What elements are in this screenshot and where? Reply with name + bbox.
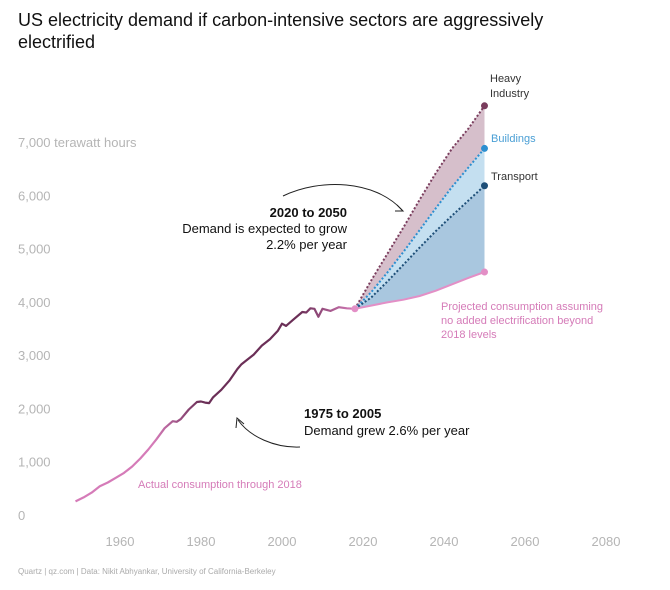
- y-tick-label: 5,000: [18, 242, 51, 257]
- arrow-1975-2005: [237, 419, 301, 448]
- x-tick-label: 2060: [511, 534, 540, 549]
- x-tick-label: 1960: [106, 534, 135, 549]
- point-actual-2018: [351, 305, 359, 313]
- series-line-heavy-industry: [354, 105, 486, 310]
- arrow-2020-2050: [282, 183, 403, 211]
- series-line-projected: [354, 271, 485, 310]
- point-transport-2050: [481, 182, 488, 190]
- point-heavy-industry-2050: [481, 102, 488, 110]
- label-transport: Transport: [491, 171, 538, 183]
- arrowhead-2020-2050: [395, 204, 405, 212]
- y-tick-label: 3,000: [18, 348, 51, 363]
- annotation-2020-2050-line-2: 2.2% per year: [266, 237, 348, 252]
- label-projected-1: Projected consumption assuming: [441, 301, 603, 313]
- series-line-transport: [354, 184, 486, 310]
- label-projected-3: 2018 levels: [441, 329, 497, 341]
- y-tick-label: 4,000: [18, 295, 51, 310]
- series-endpoints: [351, 102, 488, 313]
- label-heavy-industry-1: Heavy: [490, 73, 522, 85]
- point-projected-2050: [481, 268, 488, 276]
- area-heavy-industry: [354, 105, 485, 309]
- label-actual-consumption: Actual consumption through 2018: [138, 479, 302, 491]
- y-tick-label: 0: [18, 508, 25, 523]
- x-tick-label: 2040: [430, 534, 459, 549]
- footer-source: Quartz | qz.com | Data: Nikit Abhyankar,…: [18, 567, 276, 576]
- x-tick-label: 1980: [187, 534, 216, 549]
- y-tick-label: 1,000: [18, 455, 51, 470]
- x-tick-label: 2080: [592, 534, 621, 549]
- chart-title-line-2: electrified: [18, 32, 95, 52]
- series-line-buildings: [354, 147, 486, 310]
- label-buildings: Buildings: [491, 133, 536, 145]
- y-axis-tick-labels: 0 1,000 2,000 3,000 4,000 5,000 6,000 7,000 ter…: [18, 135, 137, 523]
- point-buildings-2050: [481, 144, 488, 152]
- area-transport: [354, 185, 485, 309]
- x-tick-label: 2000: [268, 534, 297, 549]
- label-heavy-industry-2: Industry: [490, 88, 530, 100]
- y-tick-label: 2,000: [18, 401, 51, 416]
- annotation-2020-2050-line-1: Demand is expected to grow: [182, 221, 347, 236]
- x-tick-label: 2020: [349, 534, 378, 549]
- series-lines: [75, 105, 486, 503]
- y-tick-label: 7,000 terawatt hours: [18, 135, 137, 150]
- area-buildings: [354, 148, 485, 309]
- label-projected-2: no added electrification beyond: [441, 315, 593, 327]
- arrowhead-1975-2005: [235, 416, 245, 429]
- annotation-1975-2005-line-1: Demand grew 2.6% per year: [304, 423, 470, 438]
- series-line-actual: [75, 306, 355, 503]
- x-axis-tick-labels: 1960 1980 2000 2020 2040 2060 2080: [106, 534, 621, 549]
- projection-areas: [354, 105, 485, 309]
- y-tick-label: 6,000: [18, 188, 51, 203]
- annotation-2020-2050-title: 2020 to 2050: [270, 205, 347, 220]
- chart-title-line-1: US electricity demand if carbon-intensiv…: [18, 10, 543, 30]
- annotation-1975-2005-title: 1975 to 2005: [304, 406, 381, 421]
